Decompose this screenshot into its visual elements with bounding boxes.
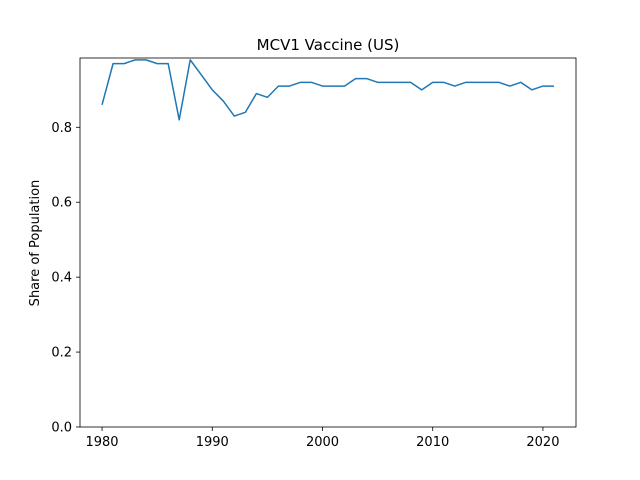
x-tick-label: 1980 xyxy=(85,435,118,450)
y-tick-label: 0.6 xyxy=(51,196,72,211)
y-tick-label: 0.0 xyxy=(51,421,72,436)
chart-title: MCV1 Vaccine (US) xyxy=(257,36,400,54)
plot-area: 1980 1990 2000 2010 2020 0.0 0.2 0.4 0.6 0.8 xyxy=(51,57,577,450)
x-tick-label: 1990 xyxy=(196,435,229,450)
series-line-0 xyxy=(101,59,554,121)
plot-frame xyxy=(79,57,577,428)
y-tick-label: 0.8 xyxy=(51,121,72,136)
x-tick-label: 2000 xyxy=(306,435,339,450)
x-tick-label: 2010 xyxy=(416,435,449,450)
y-axis-label: Share of Population xyxy=(28,180,43,307)
y-tick-label: 0.4 xyxy=(51,271,72,286)
y-tick-label: 0.2 xyxy=(51,346,72,361)
x-tick-label: 2020 xyxy=(526,435,559,450)
